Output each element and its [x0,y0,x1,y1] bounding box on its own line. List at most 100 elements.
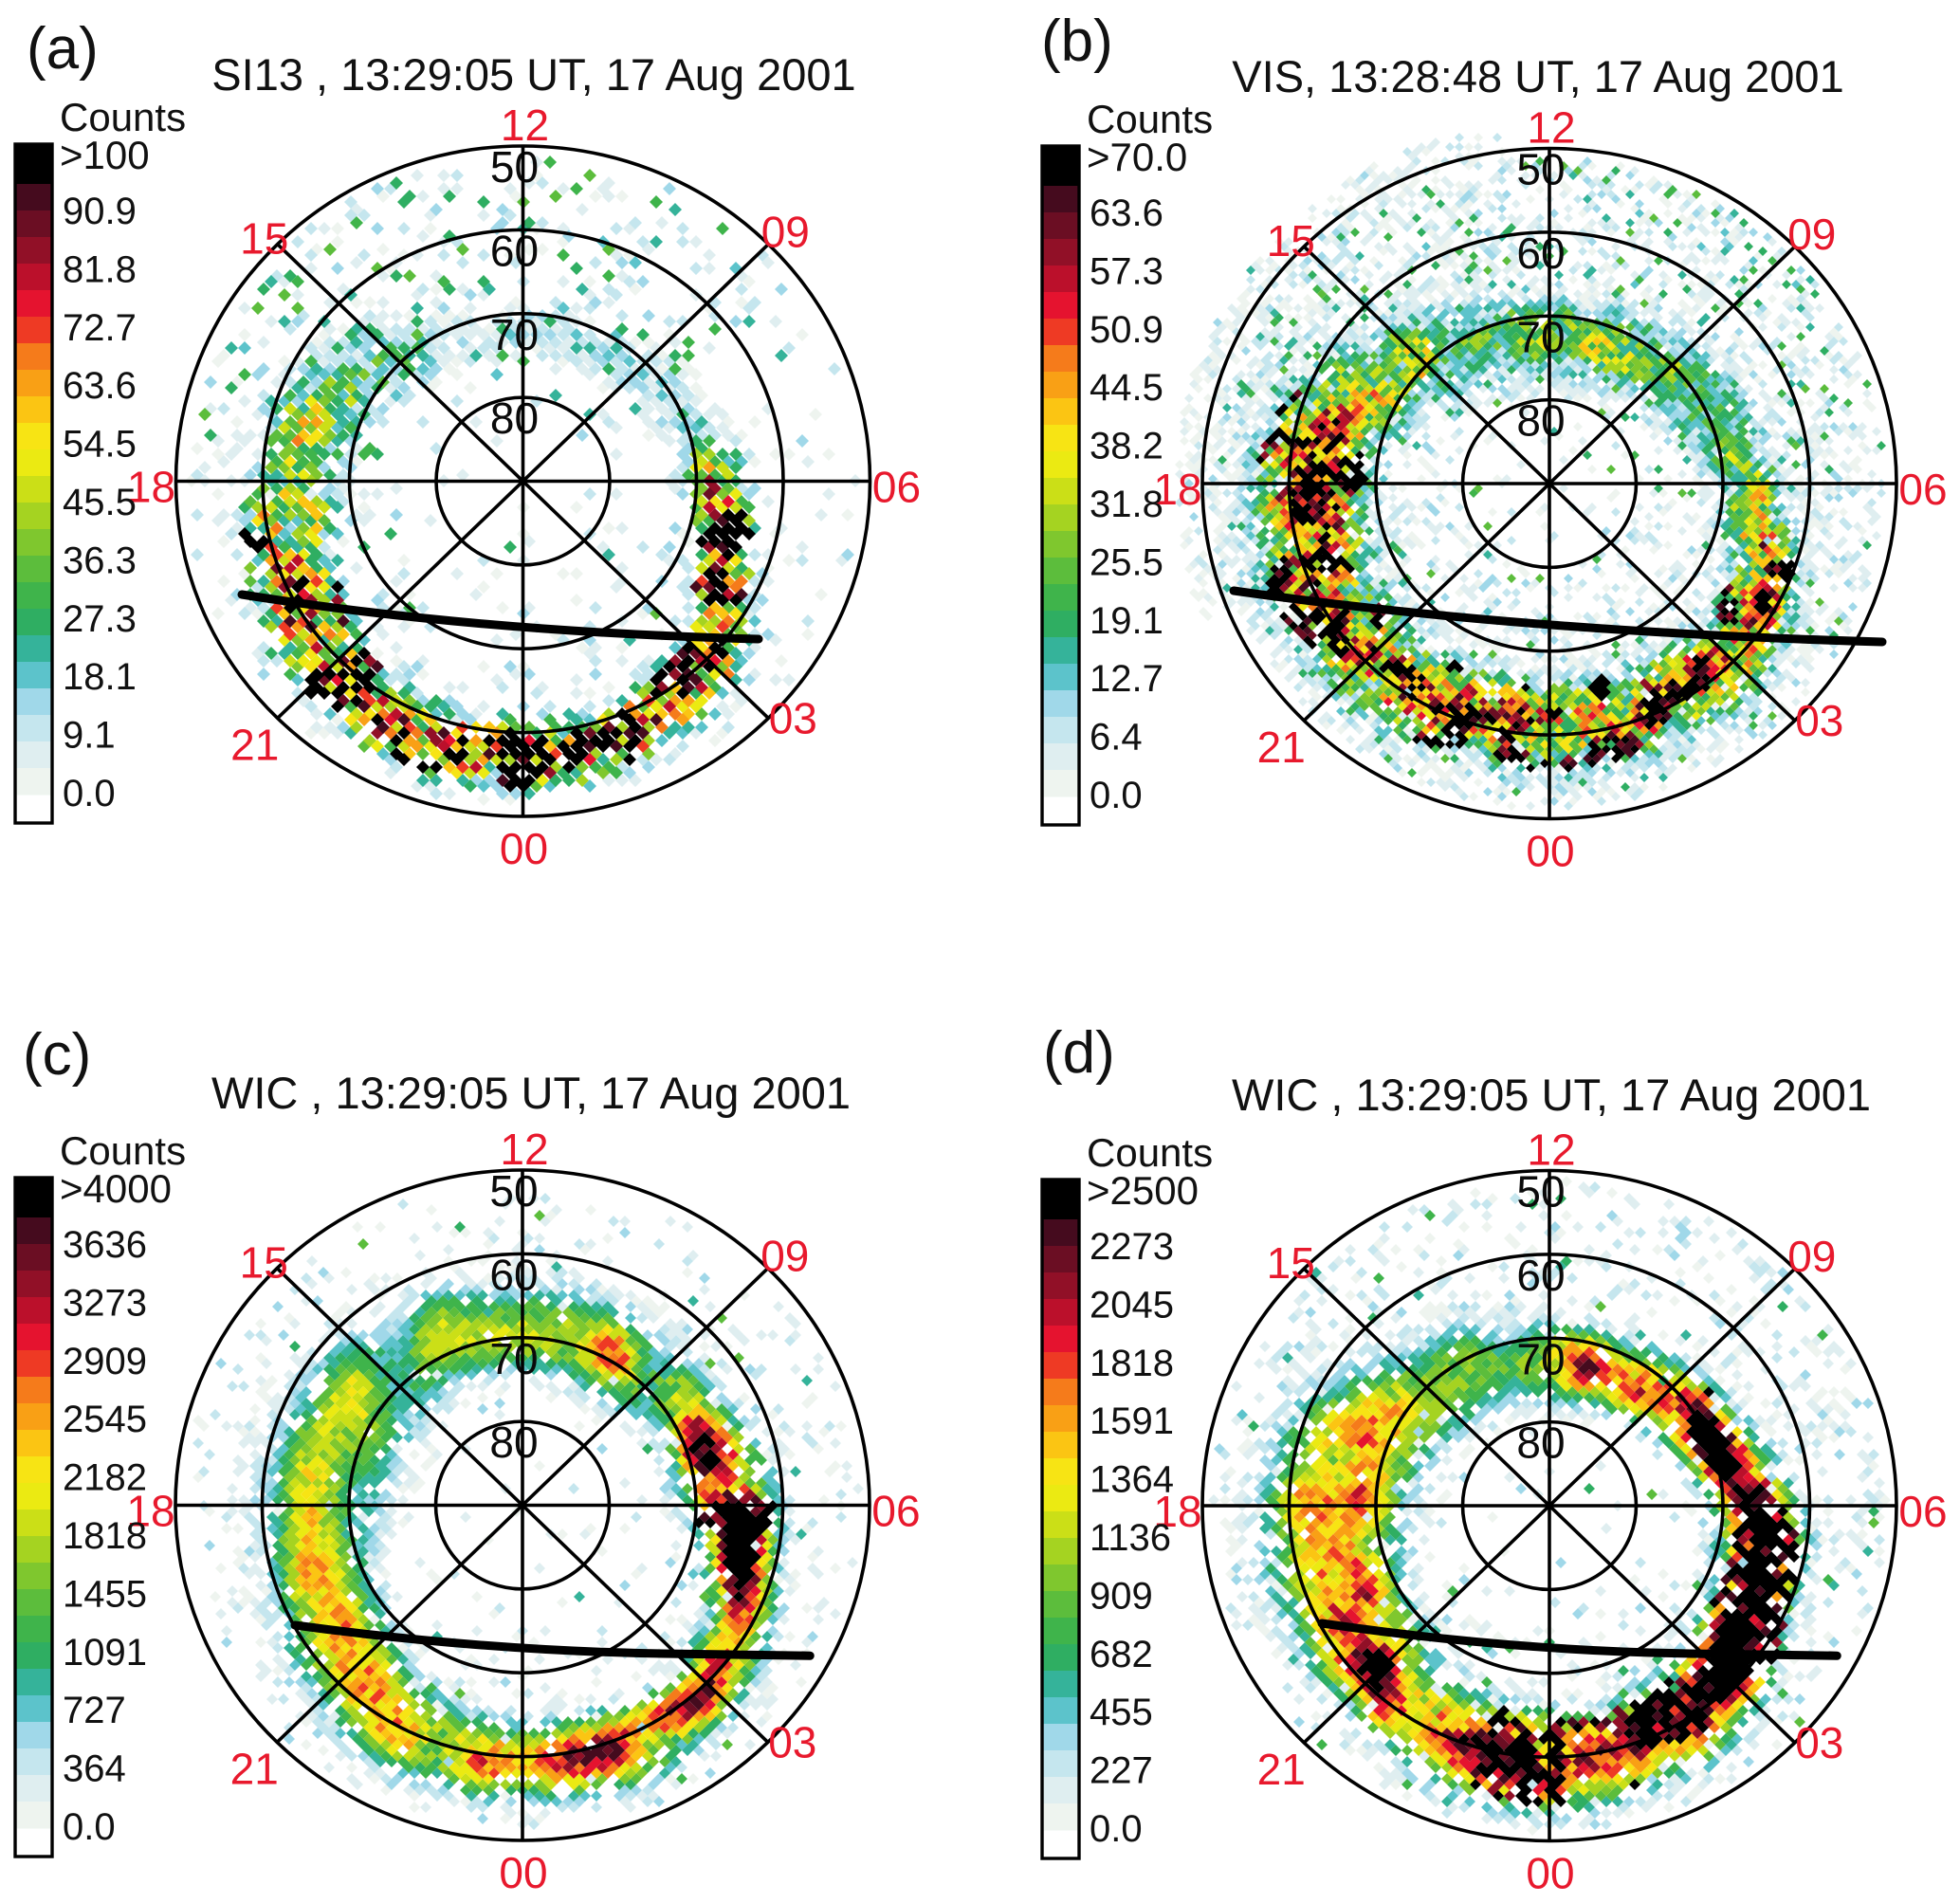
svg-text:60: 60 [489,1250,538,1299]
svg-text:15: 15 [240,214,288,264]
svg-text:1364: 1364 [1090,1459,1174,1501]
svg-text:21: 21 [1257,723,1306,772]
svg-text:21: 21 [230,1744,279,1793]
svg-text:09: 09 [761,208,810,257]
svg-text:(c): (c) [23,1022,91,1088]
svg-text:72.7: 72.7 [63,307,137,349]
svg-text:70: 70 [1516,1334,1565,1383]
svg-text:364: 364 [63,1748,126,1790]
svg-text:12: 12 [500,1125,548,1174]
svg-text:09: 09 [760,1232,809,1281]
svg-text:0.0: 0.0 [1090,1808,1143,1850]
svg-text:0.0: 0.0 [63,1806,116,1848]
svg-text:70: 70 [490,310,539,359]
svg-text:63.6: 63.6 [63,365,137,407]
svg-text:50.9: 50.9 [1090,309,1163,351]
svg-text:VIS, 13:28:48 UT, 17 Aug 2001: VIS, 13:28:48 UT, 17 Aug 2001 [1232,51,1843,101]
svg-text:25.5: 25.5 [1090,541,1163,583]
svg-text:06: 06 [1898,465,1947,514]
svg-text:00: 00 [500,824,548,873]
svg-text:00: 00 [499,1848,547,1897]
svg-text:15: 15 [1267,1238,1315,1288]
svg-text:0.0: 0.0 [1090,775,1143,816]
svg-text:03: 03 [1795,1718,1843,1767]
svg-text:(b): (b) [1041,9,1113,74]
svg-text:SI13 , 13:29:05 UT, 17 Aug 200: SI13 , 13:29:05 UT, 17 Aug 2001 [211,49,855,100]
svg-text:70: 70 [489,1334,538,1383]
svg-text:09: 09 [1787,210,1836,259]
svg-text:Counts: Counts [1087,1130,1213,1175]
svg-text:909: 909 [1090,1575,1153,1617]
svg-text:2909: 2909 [63,1341,147,1382]
svg-text:12: 12 [1527,1125,1575,1175]
svg-text:03: 03 [768,1717,816,1766]
svg-text:1455: 1455 [63,1573,147,1615]
svg-text:00: 00 [1526,1849,1574,1898]
svg-text:1818: 1818 [63,1515,147,1557]
svg-text:Counts: Counts [60,1128,186,1173]
svg-text:45.5: 45.5 [63,482,137,523]
svg-text:31.8: 31.8 [1090,484,1163,525]
svg-text:3636: 3636 [63,1224,147,1266]
svg-text:1136: 1136 [1090,1517,1171,1559]
svg-text:81.8: 81.8 [63,248,137,290]
svg-text:38.2: 38.2 [1090,426,1163,467]
svg-text:18: 18 [1153,465,1201,514]
svg-text:60: 60 [1516,1251,1565,1300]
svg-text:682: 682 [1090,1634,1153,1675]
svg-text:12.7: 12.7 [1090,658,1163,700]
svg-text:60: 60 [490,226,539,275]
svg-text:57.3: 57.3 [1090,250,1163,292]
svg-text:27.3: 27.3 [63,598,137,640]
svg-text:1091: 1091 [63,1632,147,1674]
svg-text:18.1: 18.1 [63,656,137,698]
svg-text:227: 227 [1090,1750,1153,1792]
svg-text:00: 00 [1526,827,1574,876]
svg-text:2182: 2182 [63,1457,147,1499]
svg-text:12: 12 [501,101,549,150]
svg-text:(a): (a) [27,16,99,82]
svg-text:18: 18 [126,1487,174,1536]
svg-text:9.1: 9.1 [63,715,116,757]
svg-text:06: 06 [1898,1487,1947,1536]
svg-text:Counts: Counts [60,95,186,139]
svg-text:>70.0: >70.0 [1087,135,1187,179]
svg-text:54.5: 54.5 [63,424,137,466]
svg-text:21: 21 [1257,1745,1306,1794]
svg-text:1591: 1591 [1090,1400,1174,1442]
svg-text:0.0: 0.0 [63,773,116,814]
svg-text:2545: 2545 [63,1399,147,1440]
svg-text:09: 09 [1787,1232,1836,1281]
svg-text:21: 21 [230,720,279,769]
svg-text:2273: 2273 [1090,1226,1174,1268]
svg-text:3273: 3273 [63,1282,147,1324]
svg-text:36.3: 36.3 [63,540,137,581]
svg-text:63.6: 63.6 [1090,192,1163,234]
svg-text:70: 70 [1516,312,1565,361]
svg-text:90.9: 90.9 [63,191,137,232]
svg-text:06: 06 [872,463,921,512]
svg-text:44.5: 44.5 [1090,367,1163,409]
svg-text:1818: 1818 [1090,1343,1174,1384]
svg-text:50: 50 [490,142,539,192]
svg-text:18: 18 [1153,1487,1201,1536]
svg-text:2045: 2045 [1090,1284,1174,1326]
svg-text:15: 15 [1267,216,1315,265]
svg-text:>2500: >2500 [1087,1168,1199,1213]
svg-text:>4000: >4000 [60,1166,172,1211]
svg-text:60: 60 [1516,229,1565,278]
svg-text:(d): (d) [1043,1020,1115,1086]
svg-text:>100: >100 [60,133,150,177]
svg-text:727: 727 [63,1690,126,1731]
svg-text:03: 03 [1795,696,1843,745]
svg-text:50: 50 [1516,1167,1565,1217]
svg-text:18: 18 [127,463,175,512]
svg-text:Counts: Counts [1087,97,1213,141]
svg-text:6.4: 6.4 [1090,717,1143,759]
svg-text:19.1: 19.1 [1090,600,1163,642]
svg-text:12: 12 [1527,103,1575,153]
svg-text:WIC , 13:29:05 UT, 17 Aug 2001: WIC , 13:29:05 UT, 17 Aug 2001 [1232,1070,1871,1120]
svg-text:50: 50 [489,1166,538,1216]
svg-text:15: 15 [240,1238,288,1288]
svg-text:50: 50 [1516,145,1565,194]
